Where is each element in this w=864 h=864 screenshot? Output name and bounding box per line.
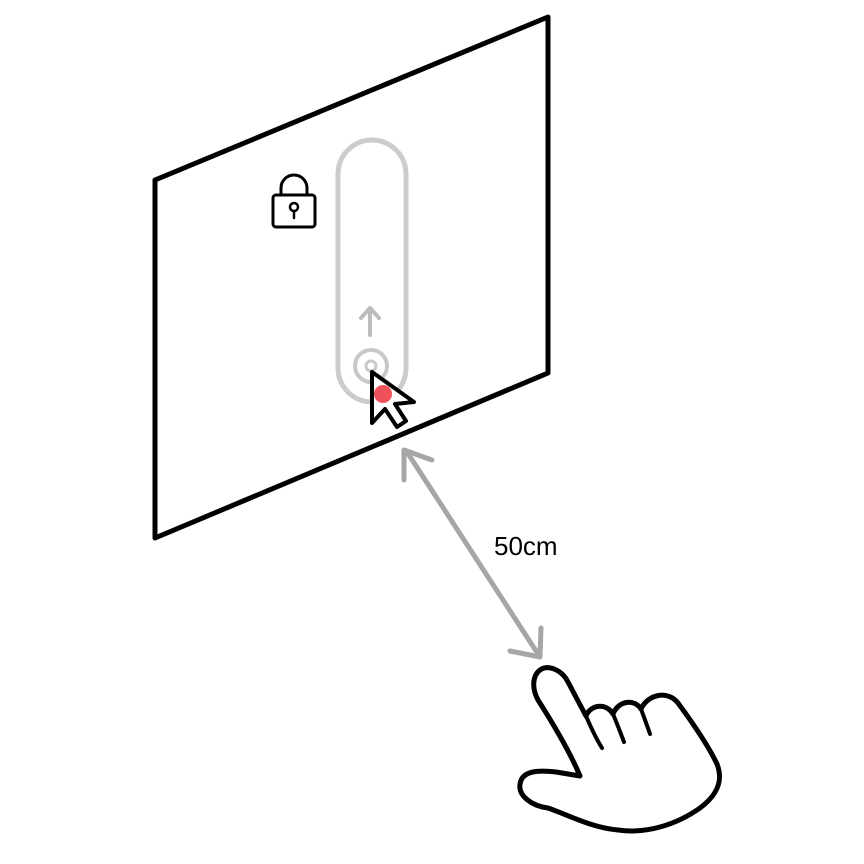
floating-panel (152, 14, 551, 541)
distance-label: 50cm (494, 531, 558, 561)
cursor-dot (374, 385, 392, 403)
pointing-hand-icon (517, 665, 723, 834)
distance-arrow (401, 447, 544, 660)
lock-icon (271, 173, 317, 229)
arrow-up-icon (359, 306, 381, 337)
